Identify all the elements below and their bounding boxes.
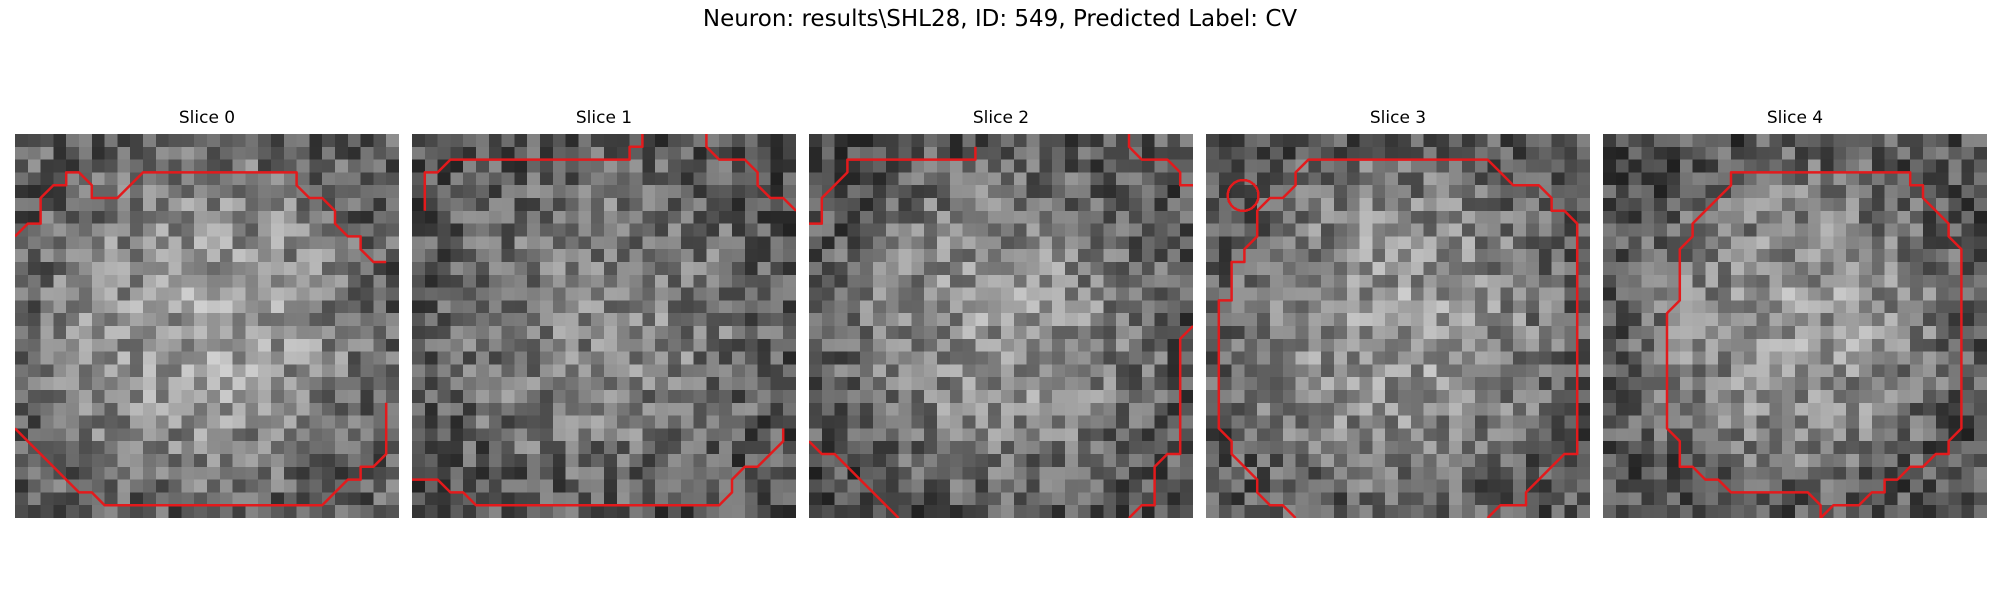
slice-pixels [1603,134,1987,518]
contour-line [809,440,900,518]
slice-image [412,134,796,518]
contour-line [1128,325,1193,518]
slice-title: Slice 0 [178,108,236,128]
contour-line [809,146,977,225]
slice-pixels [1206,134,1590,518]
slice-title: Slice 4 [1766,108,1824,128]
slice-image [809,134,1193,518]
contour-line [423,134,644,211]
slice-title: Slice 3 [1369,108,1427,128]
contour-line [15,402,388,507]
contour-line [412,428,785,507]
contour-line [705,134,796,212]
slice-image [1603,134,1987,518]
slice-image [15,134,399,518]
slice-pixels [809,134,1193,518]
slice-image [1206,134,1590,518]
contour-line [1665,171,1963,518]
contour-line [1217,158,1579,518]
contour-line [1127,134,1193,187]
contour-loop [1226,178,1260,213]
slice-pixels [412,134,796,518]
slice-title: Slice 2 [972,108,1030,128]
contour-line [15,171,387,264]
slice-pixels [15,134,399,518]
slice-title: Slice 1 [575,108,633,128]
figure-title: Neuron: results\SHL28, ID: 549, Predicte… [702,6,1298,32]
